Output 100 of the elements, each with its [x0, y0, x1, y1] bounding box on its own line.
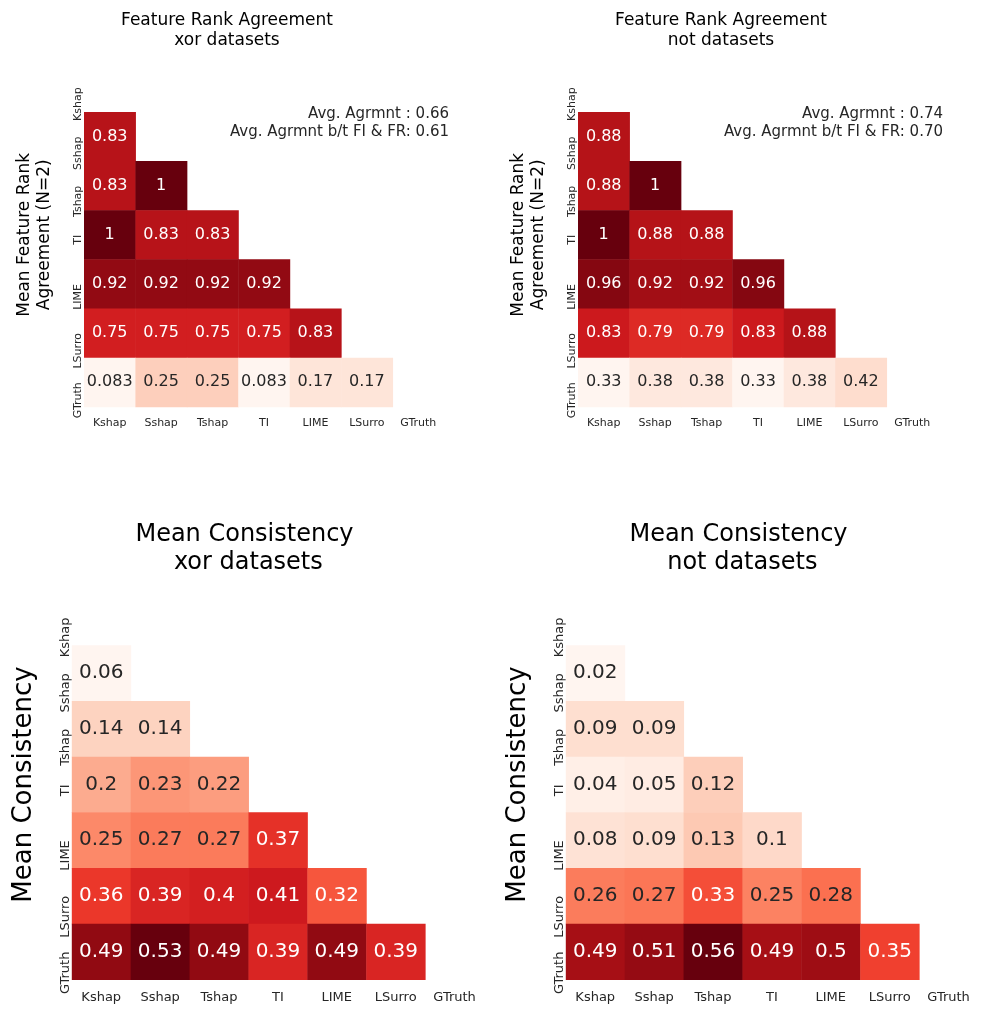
y-tick-label: Sshap: [57, 673, 73, 713]
chart-subtitle: not datasets: [667, 29, 775, 50]
data-label: 0.12: [690, 770, 736, 795]
data-label: 0.42: [843, 371, 879, 391]
data-label: 0.83: [91, 174, 128, 194]
data-label: 0.14: [137, 715, 183, 740]
data-label: 0.83: [585, 322, 622, 342]
x-tick-label: Tshap: [199, 988, 238, 1004]
x-tick-label: GTruth: [400, 416, 437, 430]
y-tick-label: LIME: [551, 840, 567, 871]
data-label: 0.25: [143, 371, 179, 391]
data-label: 0.75: [194, 322, 231, 342]
y-tick-label: LSurro: [564, 332, 578, 369]
data-label: 1: [650, 174, 661, 194]
y-tick-label: LSurro: [70, 332, 84, 369]
data-label: 0.27: [631, 882, 677, 907]
data-label: 0.09: [572, 715, 618, 740]
data-label: 0.06: [78, 659, 124, 684]
data-label: 0.27: [137, 826, 183, 851]
x-tick-label: Sshap: [140, 988, 180, 1004]
data-label: 0.25: [749, 882, 795, 907]
chart-title: Mean Consistency: [629, 518, 848, 547]
chart-subtitle: not datasets: [659, 547, 818, 576]
data-label: 0.75: [246, 322, 282, 342]
x-tick-label: LSurro: [868, 988, 911, 1004]
data-label: 0.37: [255, 826, 301, 851]
y-axis-title: Mean Consistency: [7, 666, 38, 903]
data-label: 0.79: [637, 322, 673, 342]
data-label: 0.83: [194, 223, 231, 243]
y-tick-label: Kshap: [70, 87, 84, 122]
data-label: 0.5: [814, 937, 847, 962]
x-tick-label: TI: [752, 416, 763, 430]
data-label: 0.25: [78, 826, 124, 851]
data-label: 1: [104, 223, 115, 243]
data-label: 0.083: [86, 371, 133, 391]
y-tick-label: Sshap: [551, 673, 567, 713]
data-label: 0.49: [78, 937, 124, 962]
y-axis-title: Mean Consistency: [501, 666, 532, 903]
data-label: 0.83: [740, 322, 776, 342]
data-label: 0.92: [688, 273, 725, 293]
y-tick-label: TI: [564, 234, 578, 246]
data-label: 0.92: [246, 273, 282, 293]
y-tick-label: TI: [551, 784, 567, 798]
data-label: 0.79: [688, 322, 725, 342]
data-label: 0.56: [690, 937, 736, 962]
data-label: 0.92: [91, 273, 128, 293]
data-label: 0.51: [631, 937, 677, 962]
x-tick-label: TI: [271, 988, 284, 1004]
data-label: 0.17: [297, 371, 334, 391]
y-tick-label: LIME: [564, 283, 578, 310]
data-label: 0.96: [585, 273, 622, 293]
y-tick-label: Sshap: [564, 136, 578, 170]
y-tick-label: LSurro: [57, 895, 73, 938]
data-label: 0.88: [585, 125, 622, 145]
data-label: 0.39: [137, 882, 183, 907]
data-label: 0.25: [194, 371, 231, 391]
x-tick-label: LIME: [302, 416, 329, 430]
data-label: 0.17: [349, 371, 385, 391]
data-label: 0.35: [867, 937, 912, 962]
data-label: 0.92: [143, 273, 179, 293]
annotation: Avg. Agrmnt : 0.74: [802, 104, 943, 123]
y-tick-label: Tshap: [57, 728, 73, 767]
data-label: 1: [156, 174, 167, 194]
data-label: 0.32: [314, 882, 360, 907]
y-tick-label: Tshap: [564, 185, 578, 218]
data-label: 0.39: [373, 937, 418, 962]
data-label: 0.83: [143, 223, 179, 243]
x-tick-label: Tshap: [689, 416, 723, 430]
data-label: 0.26: [572, 882, 618, 907]
data-label: 0.75: [91, 322, 128, 342]
data-label: 0.33: [690, 882, 736, 907]
x-tick-label: GTruth: [894, 416, 931, 430]
data-label: 0.33: [740, 371, 776, 391]
data-label: 0.23: [137, 770, 183, 795]
annotation: Avg. Agrmnt b/t FI & FR: 0.70: [723, 122, 943, 141]
chart-subtitle: xor datasets: [174, 29, 280, 50]
annotation: Avg. Agrmnt : 0.66: [308, 104, 449, 123]
y-tick-label: Tshap: [551, 728, 567, 767]
data-label: 0.36: [78, 882, 124, 907]
data-label: 0.22: [196, 770, 242, 795]
x-tick-label: LSurro: [843, 416, 879, 430]
x-tick-label: LIME: [796, 416, 823, 430]
y-tick-label: LSurro: [551, 895, 567, 938]
x-tick-label: Sshap: [144, 416, 178, 430]
x-tick-label: LSurro: [374, 988, 417, 1004]
x-tick-label: Kshap: [575, 988, 616, 1004]
data-label: 0.05: [631, 770, 677, 795]
data-label: 0.83: [297, 322, 334, 342]
x-tick-label: Sshap: [638, 416, 672, 430]
x-tick-label: TI: [258, 416, 269, 430]
x-tick-label: Kshap: [81, 988, 122, 1004]
data-label: 0.09: [631, 715, 677, 740]
x-tick-label: Kshap: [586, 416, 621, 430]
data-label: 0.02: [572, 659, 618, 684]
chart-title: Mean Consistency: [135, 518, 354, 547]
data-label: 0.53: [137, 937, 183, 962]
x-tick-label: TI: [765, 988, 778, 1004]
data-label: 0.39: [255, 937, 301, 962]
data-label: 0.08: [572, 826, 618, 851]
y-tick-label: Tshap: [70, 185, 84, 218]
